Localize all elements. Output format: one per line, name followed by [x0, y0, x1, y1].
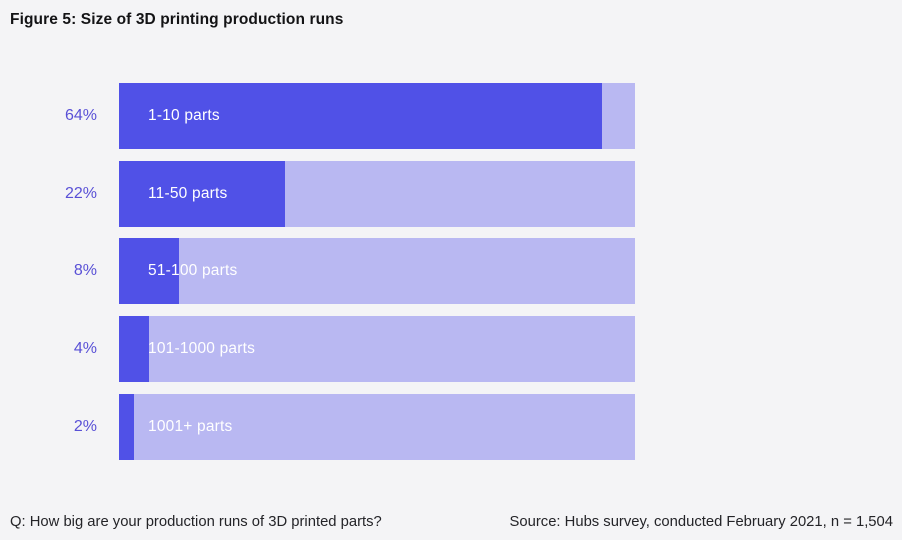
bar-track: 1-10 parts [119, 83, 635, 149]
bar-category-label: 1001+ parts [148, 417, 233, 435]
bar-track: 101-1000 parts [119, 316, 635, 383]
bar-track: 11-50 parts [119, 160, 635, 227]
bar-category-label: 101-1000 parts [148, 340, 256, 358]
bar-value-label: 64% [64, 107, 97, 124]
bar-fill [119, 316, 150, 383]
bar-track: 1001+ parts [119, 393, 635, 460]
bar-fill [119, 160, 285, 227]
bar-track: 51-100 parts [119, 238, 635, 305]
bar-chart: 64% 1-10 parts 22% 11-50 parts 8% 51-100… [0, 83, 902, 471]
bar-fill [119, 238, 180, 305]
bar-row: 64% 1-10 parts [0, 83, 902, 149]
bar-category-label: 51-100 parts [148, 262, 238, 280]
bar-fill [119, 393, 135, 460]
bar-category-label: 1-10 parts [148, 107, 220, 124]
bar-value-label: 22% [64, 184, 97, 202]
bar-row: 2% 1001+ parts [0, 393, 902, 460]
bar-row: 8% 51-100 parts [0, 238, 902, 305]
bar-value-label: 4% [73, 340, 97, 358]
chart-title: Figure 5: Size of 3D printing production… [10, 11, 344, 28]
bar-fill [119, 83, 602, 149]
bar-value-label: 8% [73, 262, 97, 280]
bar-category-label: 11-50 parts [148, 184, 228, 202]
bar-value-label: 2% [73, 417, 97, 435]
bar-row: 22% 11-50 parts [0, 160, 902, 227]
bar-row: 4% 101-1000 parts [0, 316, 902, 383]
footer-source: Source: Hubs survey, conducted February … [509, 514, 893, 530]
footer-question: Q: How big are your production runs of 3… [10, 514, 382, 530]
